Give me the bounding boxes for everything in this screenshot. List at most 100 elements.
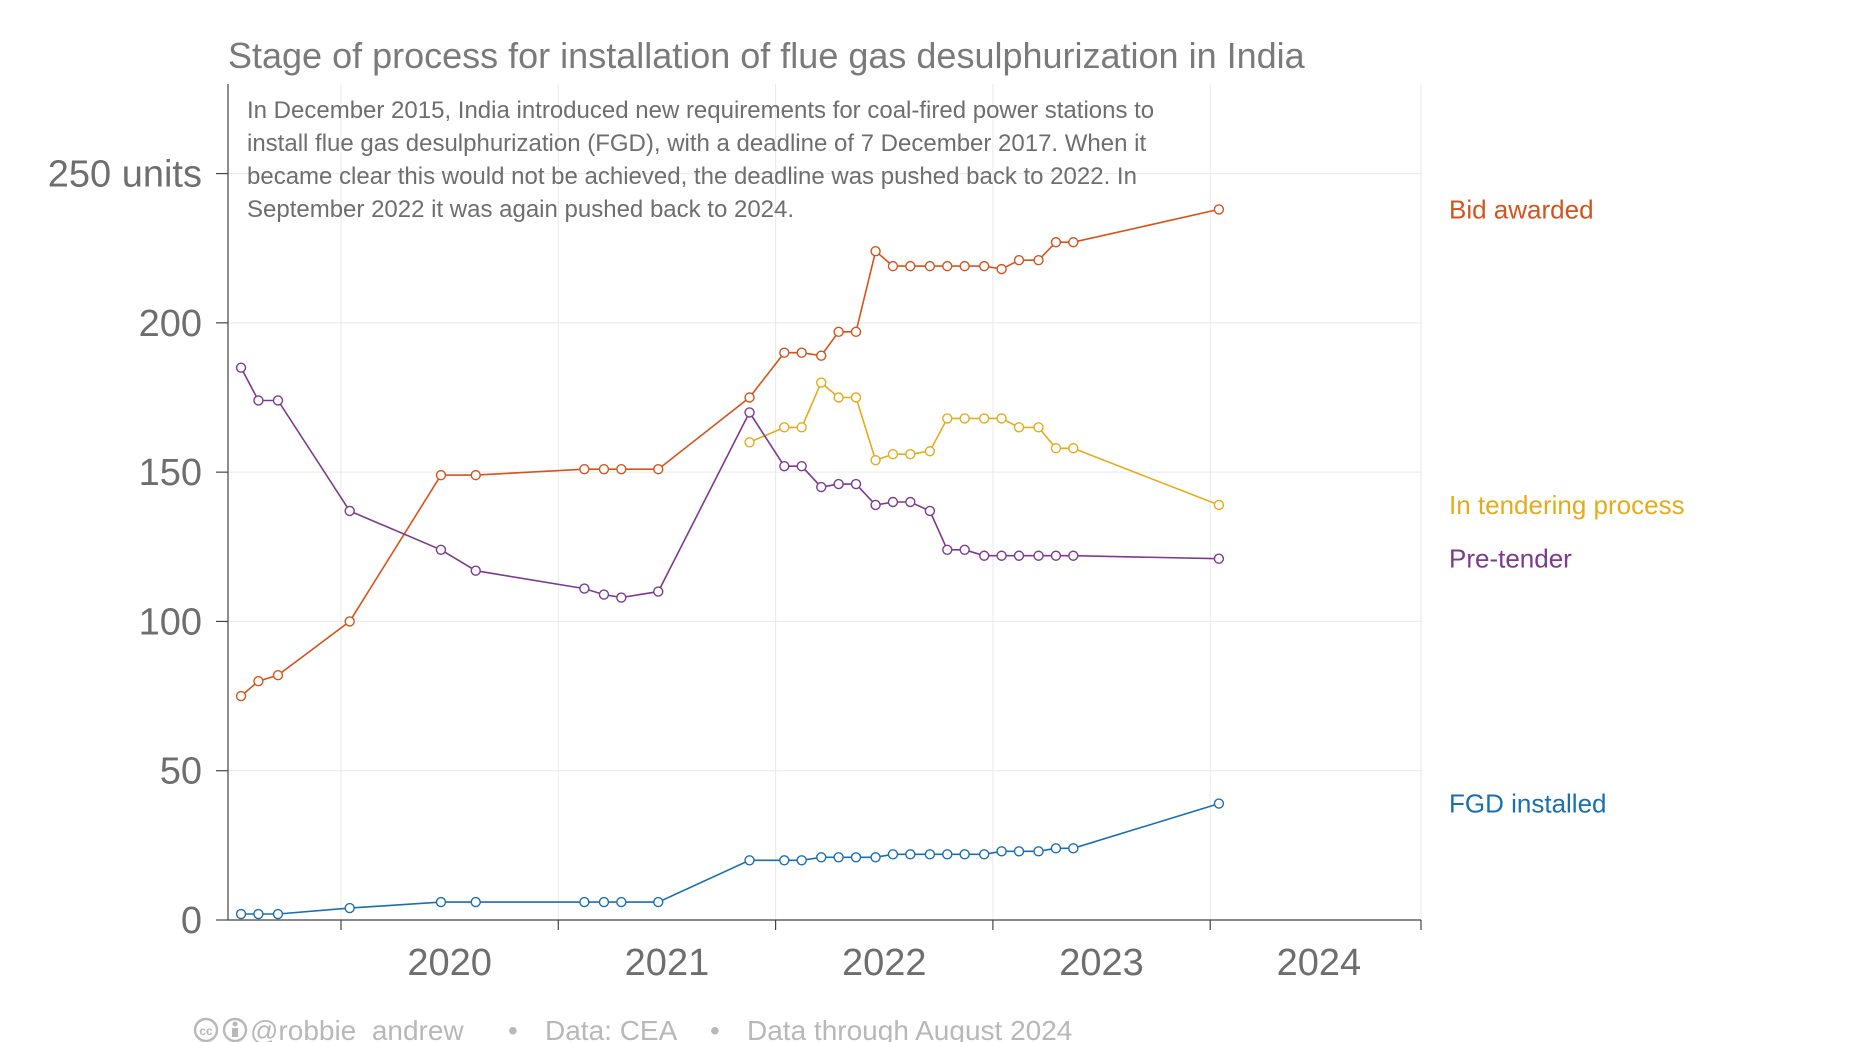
data-point-bid-awarded: [598, 463, 610, 475]
footer-coverage: Data through August 2024: [747, 1015, 1072, 1042]
data-point-pre-tender: [1068, 550, 1079, 561]
data-point-fgd-installed: [1213, 798, 1225, 809]
data-point-pre-tender: [816, 481, 827, 493]
y-tick-label: 250 units: [48, 154, 202, 196]
data-point-fgd-installed: [435, 896, 447, 908]
x-tick-label: 2020: [407, 942, 492, 984]
y-tick-label: 150: [139, 452, 202, 494]
data-point-fgd-installed: [996, 846, 1007, 857]
data-point-pre-tender: [979, 550, 990, 561]
data-point-in-tendering-process: [942, 413, 953, 424]
data-point-fgd-installed: [850, 852, 862, 863]
data-point-in-tendering-process: [959, 413, 970, 424]
data-point-fgd-installed: [942, 849, 953, 860]
series-label-fgd-installed: FGD installed: [1449, 789, 1607, 819]
annotation-text: In December 2015, India introduced new r…: [247, 97, 1154, 223]
series-label-bid-awarded: Bid awarded: [1449, 194, 1594, 224]
data-point-fgd-installed: [887, 849, 899, 860]
data-point-pre-tender: [1050, 550, 1062, 561]
data-point-bid-awarded: [1068, 237, 1079, 248]
data-point-bid-awarded: [435, 469, 447, 481]
data-point-in-tendering-process: [1013, 422, 1025, 433]
svg-text:cc: cc: [199, 1024, 213, 1038]
footer-source: Data: CEA: [545, 1015, 678, 1042]
annotation-line-4: September 2022 it was again pushed back …: [247, 196, 794, 223]
series-label-in-tendering-process: In tendering process: [1449, 490, 1685, 520]
data-point-bid-awarded: [235, 690, 247, 702]
data-point-in-tendering-process: [816, 377, 827, 388]
data-point-in-tendering-process: [870, 455, 881, 466]
data-point-bid-awarded: [850, 326, 862, 338]
footer: cc @robbie_andrew • Data: CEA • Data thr…: [193, 1015, 1072, 1042]
data-point-bid-awarded: [1033, 254, 1044, 266]
data-point-fgd-installed: [616, 896, 627, 908]
data-point-pre-tender: [579, 583, 590, 594]
data-point-pre-tender: [235, 362, 247, 373]
data-point-fgd-installed: [744, 855, 755, 866]
data-point-fgd-installed: [272, 908, 284, 920]
data-point-pre-tender: [1013, 550, 1025, 561]
y-tick-label: 0: [181, 900, 202, 942]
data-point-bid-awarded: [1213, 204, 1225, 215]
data-point-bid-awarded: [272, 669, 284, 681]
data-point-fgd-installed: [470, 896, 481, 908]
data-point-fgd-installed: [598, 896, 610, 908]
annotation-line-2: install flue gas desulphurization (FGD),…: [247, 130, 1146, 157]
footer-separator-1: •: [508, 1015, 518, 1042]
data-point-bid-awarded: [979, 260, 990, 272]
footer-separator-2: •: [710, 1015, 720, 1042]
data-point-fgd-installed: [870, 852, 881, 863]
series-label-pre-tender: Pre-tender: [1449, 544, 1572, 574]
data-point-in-tendering-process: [887, 449, 899, 460]
data-point-bid-awarded: [653, 463, 664, 475]
data-point-fgd-installed: [1050, 843, 1062, 854]
data-point-fgd-installed: [1068, 843, 1079, 854]
data-point-fgd-installed: [816, 852, 827, 863]
data-point-bid-awarded: [744, 392, 755, 403]
series-line-fgd-installed: [241, 802, 1220, 915]
data-point-pre-tender: [1033, 550, 1044, 561]
chart-title: Stage of process for installation of flu…: [228, 35, 1306, 76]
data-point-in-tendering-process: [796, 422, 807, 433]
data-point-in-tendering-process: [833, 392, 844, 403]
data-point-bid-awarded: [1050, 237, 1062, 248]
data-point-fgd-installed: [779, 855, 790, 866]
series-labels: Bid awarded In tendering process Pre-tende…: [1449, 194, 1685, 818]
data-point-fgd-installed: [344, 902, 355, 914]
data-point-in-tendering-process: [979, 413, 990, 424]
data-point-bid-awarded: [996, 263, 1007, 275]
data-point-pre-tender: [996, 550, 1007, 561]
data-point-bid-awarded: [816, 350, 827, 361]
data-point-in-tendering-process: [1033, 422, 1044, 433]
series-in-tendering-process: [744, 377, 1225, 511]
data-point-pre-tender: [796, 460, 807, 472]
x-tick-label: 2022: [842, 942, 927, 984]
gridlines: [228, 84, 1422, 920]
axes: 0 50 100 150 200 250 units 2020 2021 2022 2023 202…: [48, 84, 1422, 984]
data-point-bid-awarded: [253, 675, 264, 687]
data-point-fgd-installed: [796, 855, 807, 866]
data-point-fgd-installed: [833, 852, 844, 863]
y-tick-label: 50: [160, 751, 202, 793]
data-point-in-tendering-process: [1050, 443, 1062, 454]
data-point-pre-tender: [870, 499, 881, 511]
data-point-in-tendering-process: [744, 437, 755, 448]
annotation-line-1: In December 2015, India introduced new r…: [247, 97, 1154, 124]
data-point-pre-tender: [435, 544, 447, 555]
data-point-in-tendering-process: [1068, 443, 1079, 454]
data-point-pre-tender: [959, 544, 970, 555]
creative-commons-by-icon: cc: [193, 1017, 248, 1042]
footer-author: @robbie_andrew: [250, 1015, 464, 1042]
data-point-in-tendering-process: [850, 392, 862, 403]
data-point-pre-tender: [779, 460, 790, 472]
data-point-pre-tender: [905, 496, 916, 508]
data-point-in-tendering-process: [905, 449, 916, 460]
data-point-pre-tender: [942, 544, 953, 555]
series-line-pre-tender: [240, 367, 1219, 599]
data-point-in-tendering-process: [779, 422, 790, 433]
series-fgd-installed: [235, 798, 1225, 920]
data-point-bid-awarded: [924, 260, 936, 272]
data-point-bid-awarded: [959, 260, 970, 272]
data-point-bid-awarded: [344, 616, 355, 627]
